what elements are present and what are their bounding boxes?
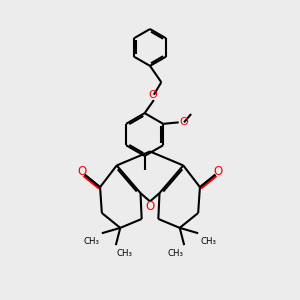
Text: CH₃: CH₃	[116, 249, 132, 258]
Text: CH₃: CH₃	[83, 237, 100, 246]
Text: O: O	[148, 90, 157, 100]
Text: O: O	[213, 165, 223, 178]
Text: CH₃: CH₃	[168, 249, 184, 258]
Text: O: O	[77, 165, 87, 178]
Text: O: O	[146, 200, 154, 213]
Text: O: O	[180, 117, 189, 128]
Text: CH₃: CH₃	[200, 237, 217, 246]
